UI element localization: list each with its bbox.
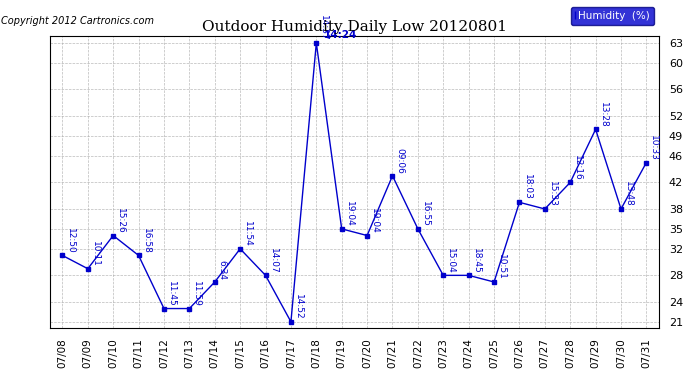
Text: 14:24: 14:24 [324, 30, 357, 40]
Text: 13:48: 13:48 [624, 181, 633, 207]
Text: Copyright 2012 Cartronics.com: Copyright 2012 Cartronics.com [1, 16, 154, 26]
Text: 13:28: 13:28 [599, 102, 608, 128]
Text: 14:37: 14:37 [319, 15, 328, 41]
Text: 16:58: 16:58 [141, 228, 150, 254]
Text: 12:50: 12:50 [66, 228, 75, 254]
Text: 11:54: 11:54 [243, 221, 253, 247]
Text: 11:45: 11:45 [167, 281, 176, 306]
Text: 6:34: 6:34 [218, 260, 227, 280]
Text: 10:51: 10:51 [497, 254, 506, 280]
Text: 14:52: 14:52 [294, 294, 303, 320]
Text: 10:11: 10:11 [91, 241, 100, 267]
Text: 18:45: 18:45 [472, 248, 481, 273]
Text: 11:59: 11:59 [193, 280, 201, 306]
Text: 15:26: 15:26 [116, 208, 126, 234]
Legend: Humidity  (%): Humidity (%) [571, 6, 654, 25]
Text: 14:07: 14:07 [268, 248, 277, 273]
Text: 12:16: 12:16 [573, 154, 582, 180]
Text: 15:33: 15:33 [548, 181, 557, 207]
Text: 16:55: 16:55 [421, 201, 430, 227]
Text: 19:04: 19:04 [345, 201, 354, 227]
Text: 10:33: 10:33 [649, 135, 658, 160]
Text: 19:04: 19:04 [370, 208, 379, 234]
Text: 15:04: 15:04 [446, 248, 455, 273]
Text: 09:06: 09:06 [395, 148, 404, 174]
Title: Outdoor Humidity Daily Low 20120801: Outdoor Humidity Daily Low 20120801 [202, 20, 507, 34]
Text: 18:03: 18:03 [522, 174, 531, 200]
